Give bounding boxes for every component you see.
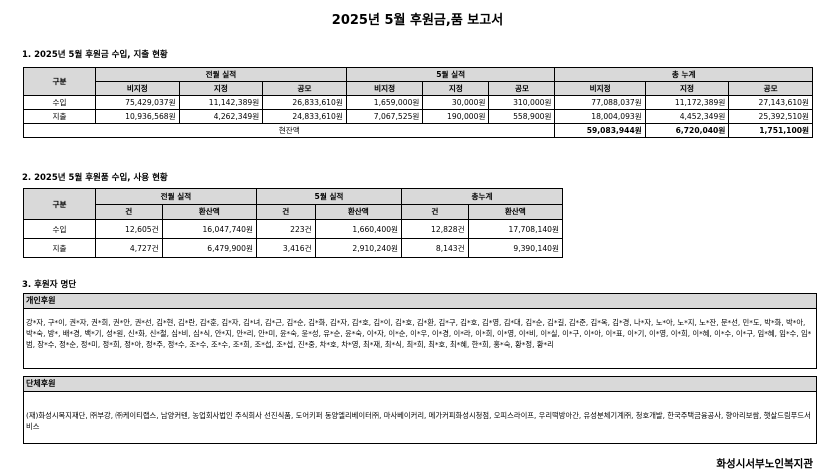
table-cell: 9,390,140원 (467, 238, 564, 258)
table-cell: 24,833,610원 (262, 109, 347, 124)
table-row: 수입 12,605건 16,047,740원 223건 1,660,400원 1… (23, 219, 564, 239)
subcol-header: 공모 (728, 81, 813, 96)
subcol-header: 건 (255, 203, 316, 220)
row-label: 지출 (23, 109, 96, 124)
subcol-header: 비지정 (95, 81, 180, 96)
group-prev-month: 전월 실적 (95, 188, 257, 205)
table-cell: 4,452,349원 (644, 109, 730, 124)
balance-value: 6,720,040원 (644, 123, 730, 138)
subcol-header: 비지정 (554, 81, 646, 96)
organization-name: 화성시서부노인복지관 (716, 458, 813, 470)
table-cell: 18,004,093원 (554, 109, 646, 124)
table-row: 지출 10,936,568원 4,262,349원 24,833,610원 7,… (23, 109, 813, 124)
table-cell: 3,416건 (255, 238, 316, 258)
table-cell: 4,262,349원 (178, 109, 264, 124)
row-label: 지출 (23, 238, 96, 258)
table-cell: 190,000원 (422, 109, 490, 124)
group-may: 5월 실적 (255, 188, 403, 205)
balance-label: 현잔액 (22, 123, 556, 138)
subcol-header: 환산액 (314, 203, 403, 220)
table-cell: 25,392,510원 (728, 109, 813, 124)
individual-donors-box: 개인후원 강*자, 구*이, 권*자, 권*희, 권*안, 권*선, 김*현, … (23, 293, 817, 369)
table-cell: 310,000원 (488, 95, 556, 110)
table-cell: 10,936,568원 (95, 109, 180, 124)
table-cell: 223건 (255, 219, 316, 239)
group-donors-header: 단체후원 (24, 377, 816, 392)
table-cell: 17,708,140원 (467, 219, 564, 239)
table-cell: 11,172,389원 (644, 95, 730, 110)
table-cell: 7,067,525원 (345, 109, 424, 124)
group-may: 5월 실적 (345, 67, 556, 82)
subcol-header: 건 (401, 203, 469, 220)
subcol-header: 건 (95, 203, 163, 220)
group-total: 총 누계 (554, 67, 813, 82)
table-cell: 16,047,740원 (161, 219, 257, 239)
report-title: 2025년 5월 후원금,품 보고서 (331, 13, 504, 28)
table-cell: 4,727건 (95, 238, 163, 258)
group-total: 총누계 (401, 188, 563, 205)
donation-cash-table: 구분 전월 실적 5월 실적 총 누계 비지정 지정 공모 비지정 지정 공모 … (22, 67, 813, 138)
table-cell: 1,660,400원 (314, 219, 403, 239)
table-cell: 27,143,610원 (728, 95, 813, 110)
subcol-header: 공모 (262, 81, 347, 96)
group-prev-month: 전월 실적 (95, 67, 347, 82)
table-cell: 11,142,389원 (178, 95, 264, 110)
balance-value: 1,751,100원 (728, 123, 813, 138)
individual-donors-header: 개인후원 (24, 294, 816, 309)
table-cell: 26,833,610원 (262, 95, 347, 110)
individual-donors-list: 강*자, 구*이, 권*자, 권*희, 권*안, 권*선, 김*현, 김*란, … (26, 318, 812, 349)
table-cell: 558,900원 (488, 109, 556, 124)
balance-row: 현잔액 59,083,944원 6,720,040원 1,751,100원 (22, 123, 813, 138)
row-label: 수입 (23, 219, 96, 239)
subcol-header: 지정 (178, 81, 264, 96)
section3-heading: 3. 후원자 명단 (22, 280, 77, 290)
subcol-header: 공모 (488, 81, 556, 96)
subcol-header: 지정 (644, 81, 730, 96)
table-cell: 75,429,037원 (95, 95, 180, 110)
table-cell: 6,479,900원 (161, 238, 257, 258)
table-cell: 1,659,000원 (345, 95, 424, 110)
row-label: 수입 (23, 95, 96, 110)
col-gubun: 구분 (23, 188, 96, 220)
col-gubun: 구분 (23, 67, 96, 96)
subcol-header: 환산액 (467, 203, 564, 220)
section1-heading: 1. 2025년 5월 후원금 수입, 지출 현황 (22, 50, 168, 60)
table-cell: 30,000원 (422, 95, 490, 110)
subcol-header: 지정 (422, 81, 490, 96)
table-cell: 8,143건 (401, 238, 469, 258)
subcol-header: 비지정 (345, 81, 424, 96)
balance-value: 59,083,944원 (554, 123, 646, 138)
table-row: 수입 75,429,037원 11,142,389원 26,833,610원 1… (23, 95, 813, 110)
table-cell: 12,605건 (95, 219, 163, 239)
table-cell: 2,910,240원 (314, 238, 403, 258)
table-row: 지출 4,727건 6,479,900원 3,416건 2,910,240원 8… (23, 238, 564, 258)
subcol-header: 환산액 (161, 203, 257, 220)
donation-goods-table: 구분 전월 실적 5월 실적 총누계 건 환산액 건 환산액 건 환산액 수입 … (23, 188, 564, 258)
section2-heading: 2. 2025년 5월 후원품 수입, 사용 현황 (22, 173, 168, 183)
table-cell: 77,088,037원 (554, 95, 646, 110)
group-donors-box: 단체후원 (재)화성시복지재단, ㈜부강, ㈜케이티랩스, 남양커텐, 농업회사… (23, 376, 817, 444)
table-cell: 12,828건 (401, 219, 469, 239)
group-donors-list: (재)화성시복지재단, ㈜부강, ㈜케이티랩스, 남양커텐, 농업회사법인 주식… (26, 411, 811, 431)
